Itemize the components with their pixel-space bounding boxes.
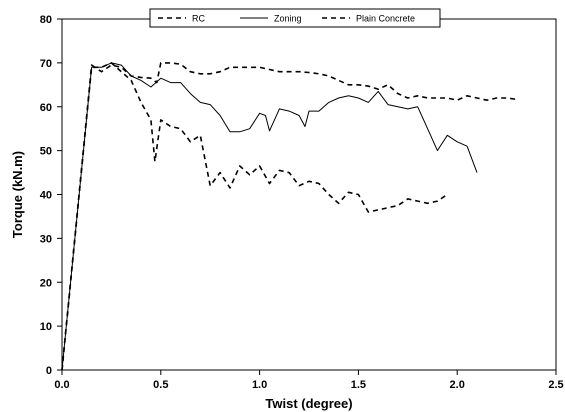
y-tick-label: 70 bbox=[40, 58, 52, 70]
x-axis-label: Twist (degree) bbox=[265, 396, 352, 411]
series-line-plain-concrete bbox=[61, 62, 448, 371]
y-tick-label: 0 bbox=[46, 365, 52, 377]
x-tick-label: 2.5 bbox=[548, 379, 563, 391]
y-tick-label: 20 bbox=[40, 277, 52, 289]
y-tick-label: 30 bbox=[40, 233, 52, 245]
y-tick-label: 60 bbox=[40, 102, 52, 114]
legend-label: Zoning bbox=[274, 14, 302, 24]
x-tick-label: 1.5 bbox=[351, 379, 366, 391]
series-line-rc bbox=[61, 62, 517, 371]
series-layer bbox=[61, 62, 517, 371]
legend: RC Zoning Plain Concrete bbox=[149, 8, 441, 28]
x-tick-label: 0.5 bbox=[153, 379, 168, 391]
axis-ticks: 0.0 0.5 1.0 1.5 2.0 2.5 0 10 20 30 40 50 60 70 80 bbox=[40, 14, 564, 391]
y-tick-label: 10 bbox=[40, 321, 52, 333]
y-tick-label: 40 bbox=[40, 190, 52, 202]
legend-label: RC bbox=[192, 14, 205, 24]
x-tick-label: 1.0 bbox=[252, 379, 267, 391]
y-tick-label: 80 bbox=[40, 14, 52, 26]
x-tick-label: 2.0 bbox=[450, 379, 465, 391]
y-axis-label: Torque (kN.m) bbox=[10, 151, 25, 238]
y-tick-label: 50 bbox=[40, 146, 52, 158]
legend-box bbox=[149, 8, 441, 28]
legend-label: Plain Concrete bbox=[356, 14, 415, 24]
plot-area-border bbox=[61, 18, 557, 371]
series-line-zoning bbox=[61, 62, 478, 371]
x-tick-label: 0.0 bbox=[54, 379, 69, 391]
